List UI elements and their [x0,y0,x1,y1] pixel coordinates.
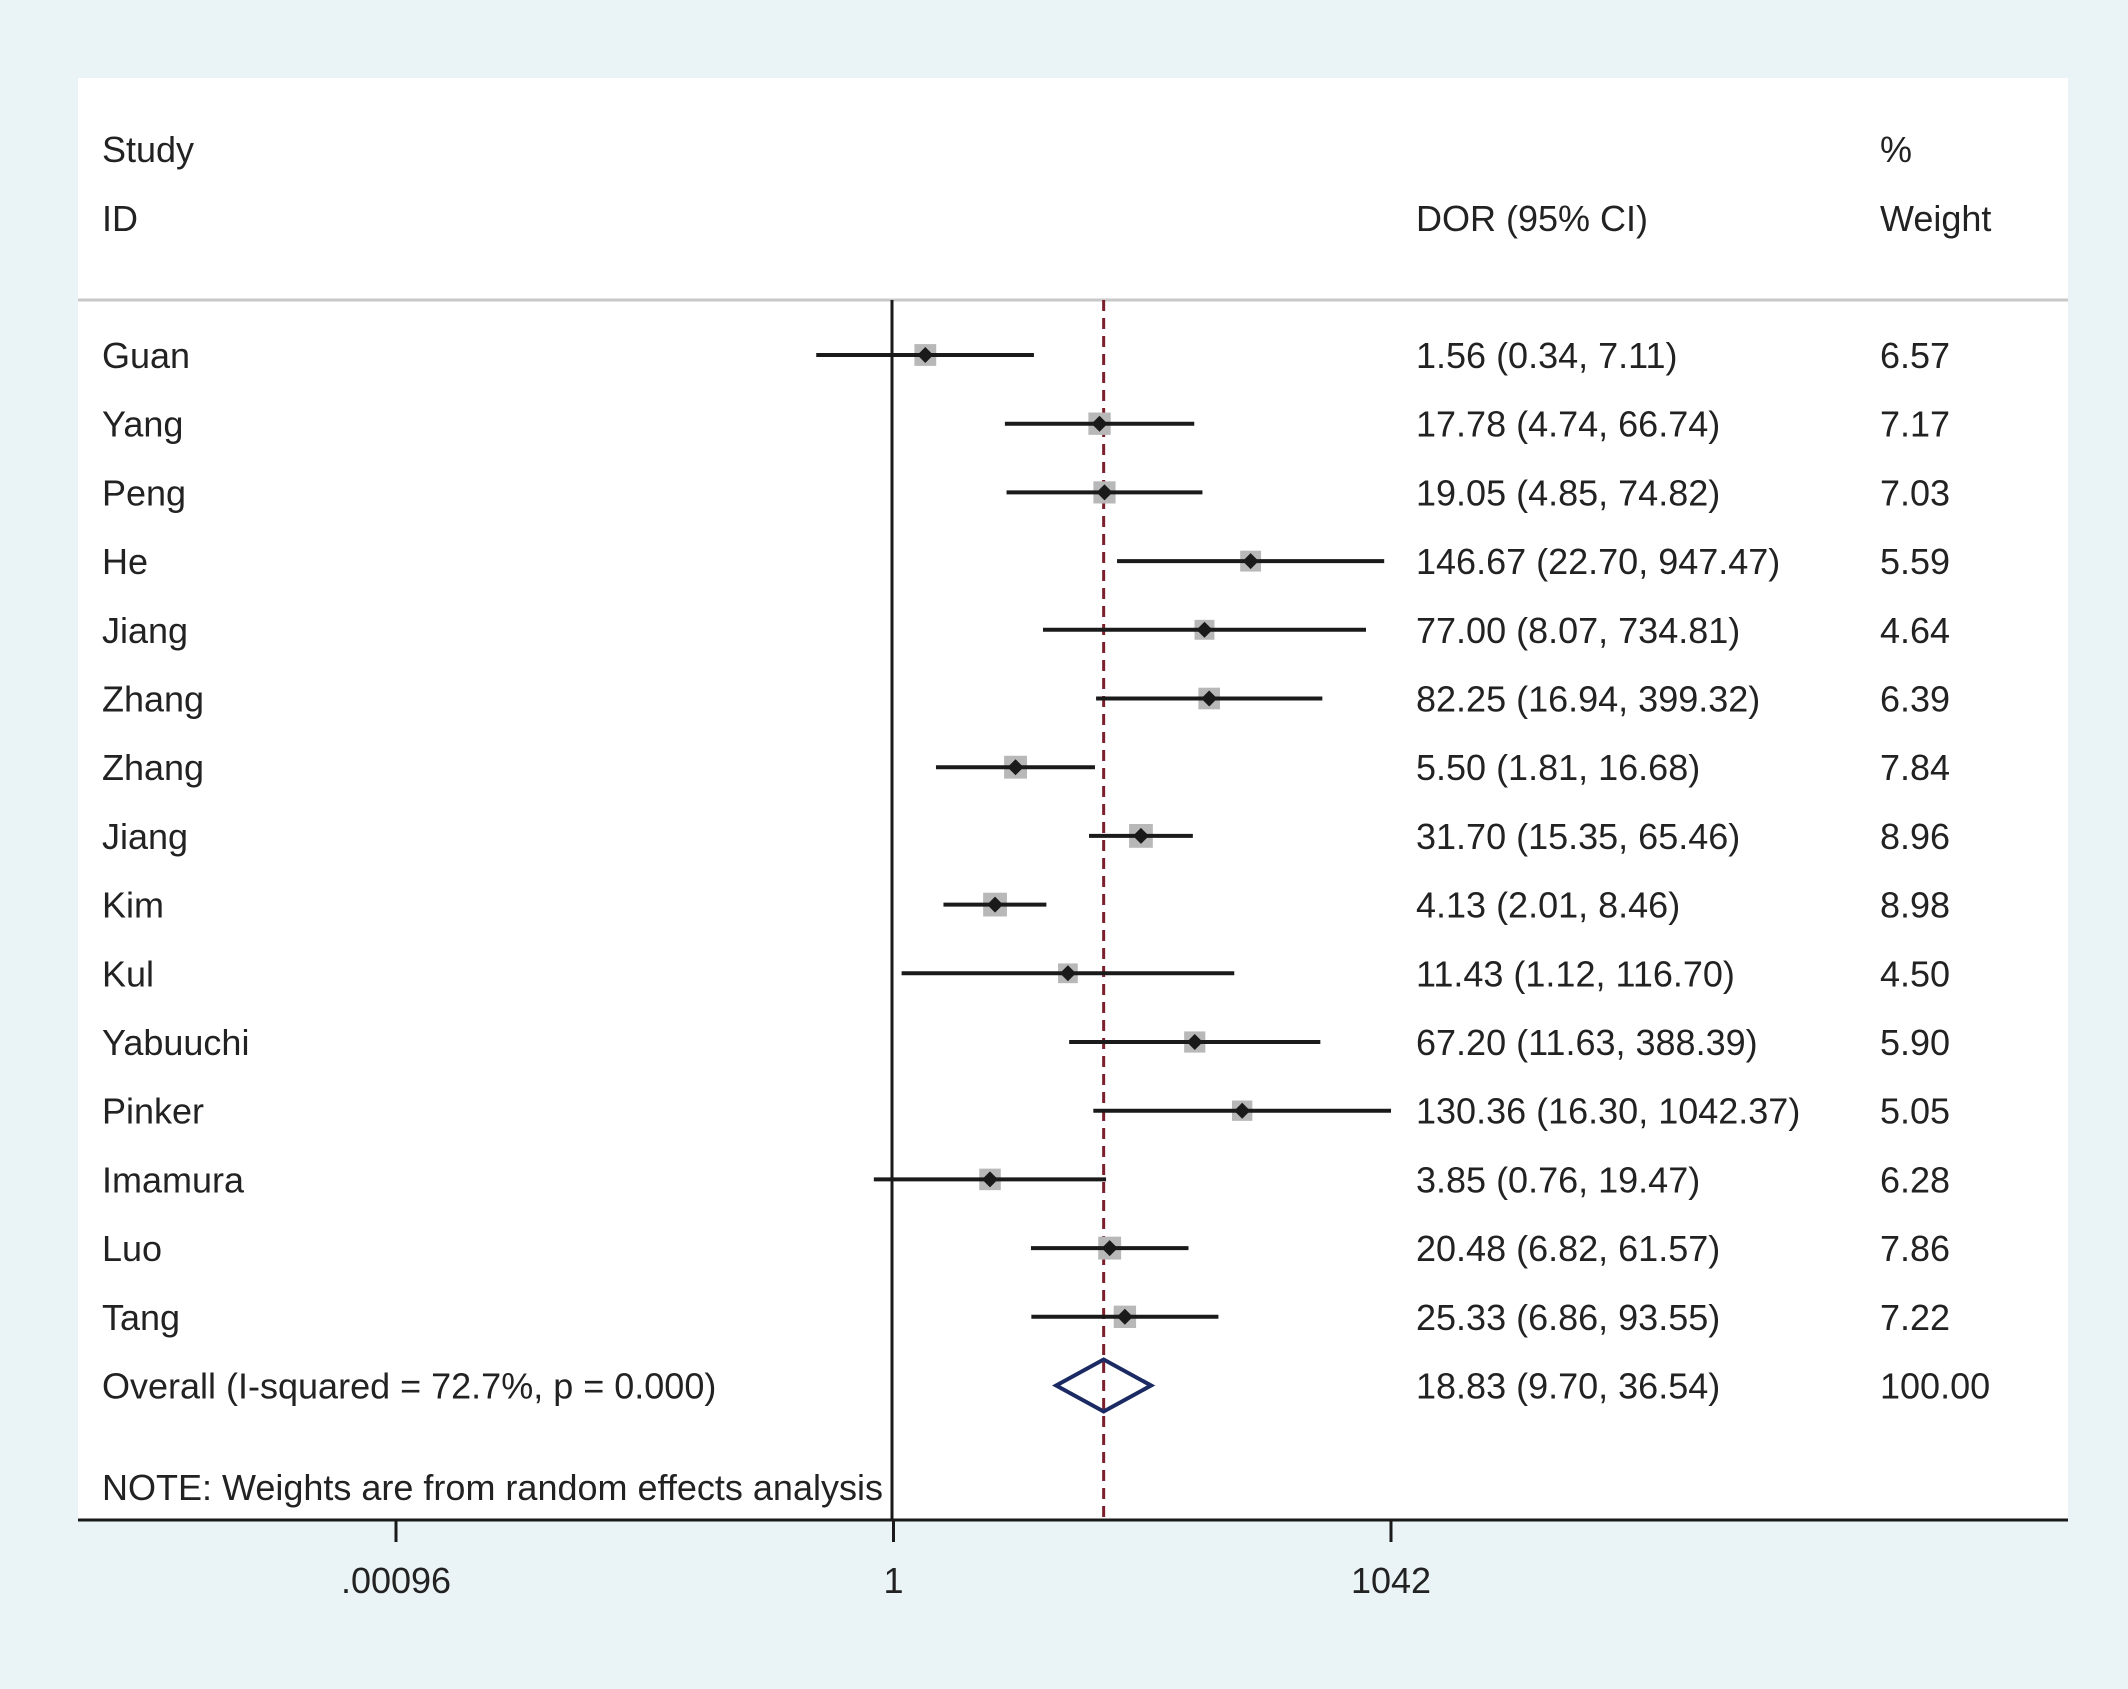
overall-ci-text: 18.83 (9.70, 36.54) [1416,1366,1720,1407]
header-study: Study [102,129,194,170]
header-effect: DOR (95% CI) [1416,198,1648,239]
point-estimate [1242,553,1259,570]
point-estimate [982,1171,999,1188]
study-weight-text: 8.96 [1880,816,1950,857]
study-weight-text: 6.57 [1880,335,1950,376]
study-name: Kim [102,885,164,926]
point-estimate [1186,1034,1203,1050]
study-ci-text: 25.33 (6.86, 93.55) [1416,1297,1720,1338]
study-weight-text: 4.64 [1880,610,1950,651]
study-weight-text: 7.86 [1880,1228,1950,1269]
point-estimate [917,347,934,363]
point-estimate [1007,759,1024,776]
point-estimate [1132,827,1149,844]
point-estimate [1101,1240,1118,1257]
overall-label: Overall (I-squared = 72.7%, p = 0.000) [102,1366,716,1407]
study-name: Luo [102,1228,162,1269]
plot-marks [816,300,1392,1520]
study-name: Peng [102,472,186,513]
study-ci-text: 4.13 (2.01, 8.46) [1416,885,1680,926]
x-tick-label: .00096 [341,1560,451,1601]
header-weight: Weight [1880,198,1991,239]
study-weight-text: 6.28 [1880,1159,1950,1200]
study-name: He [102,541,148,582]
study-ci-text: 19.05 (4.85, 74.82) [1416,472,1720,513]
study-weight-text: 4.50 [1880,953,1950,994]
study-ci-text: 1.56 (0.34, 7.11) [1416,335,1678,376]
study-ci-text: 82.25 (16.94, 399.32) [1416,679,1760,720]
point-estimate [987,896,1004,913]
study-name: Jiang [102,610,188,651]
x-axis-ticks: .00096 1 1042 [341,1520,1431,1601]
study-name: Zhang [102,747,204,788]
study-ci-text: 20.48 (6.82, 61.57) [1416,1228,1720,1269]
study-name: Tang [102,1297,180,1338]
study-name: Yabuuchi [102,1022,249,1063]
study-ci-text: 77.00 (8.07, 734.81) [1416,610,1740,651]
point-estimate [1096,484,1113,501]
study-weight-text: 5.59 [1880,541,1950,582]
point-estimate [1116,1308,1133,1325]
study-ci-text: 5.50 (1.81, 16.68) [1416,747,1700,788]
overall-weight-text: 100.00 [1880,1366,1990,1407]
header-percent: % [1880,129,1912,170]
study-ci-text: 3.85 (0.76, 19.47) [1416,1159,1700,1200]
study-ci-text: 146.67 (22.70, 947.47) [1416,541,1780,582]
study-weight-text: 5.05 [1880,1091,1950,1132]
study-weight-text: 7.03 [1880,472,1950,513]
study-ci-text: 31.70 (15.35, 65.46) [1416,816,1740,857]
study-name: Kul [102,953,154,994]
study-ci-text: 17.78 (4.74, 66.74) [1416,404,1720,445]
header-id: ID [102,198,138,239]
x-tick-label: 1 [883,1560,903,1601]
study-weight-text: 5.90 [1880,1022,1950,1063]
study-rows: Guan 1.56 (0.34, 7.11) 6.57 Yang 17.78 (4.74… [102,335,1990,1407]
overall-diamond [1051,1357,1156,1414]
plot-area [78,78,2068,1520]
study-weight-text: 7.17 [1880,404,1950,445]
point-estimate [1201,690,1218,707]
study-ci-text: 11.43 (1.12, 116.70) [1416,953,1735,994]
study-name: Guan [102,335,190,376]
study-name: Zhang [102,679,204,720]
study-name: Yang [102,404,183,445]
study-ci-text: 130.36 (16.30, 1042.37) [1416,1091,1800,1132]
point-estimate [1196,621,1213,638]
study-weight-text: 8.98 [1880,885,1950,926]
point-estimate [1234,1102,1251,1119]
study-weight-text: 7.22 [1880,1297,1950,1338]
point-estimate [1091,415,1108,432]
study-ci-text: 67.20 (11.63, 388.39) [1416,1022,1758,1063]
study-weight-text: 7.84 [1880,747,1950,788]
study-weight-text: 6.39 [1880,679,1950,720]
study-name: Pinker [102,1091,204,1132]
note-text: NOTE: Weights are from random effects an… [102,1467,883,1508]
study-name: Imamura [102,1159,245,1200]
x-tick-label: 1042 [1351,1560,1431,1601]
point-estimate [1059,965,1076,982]
study-name: Jiang [102,816,188,857]
